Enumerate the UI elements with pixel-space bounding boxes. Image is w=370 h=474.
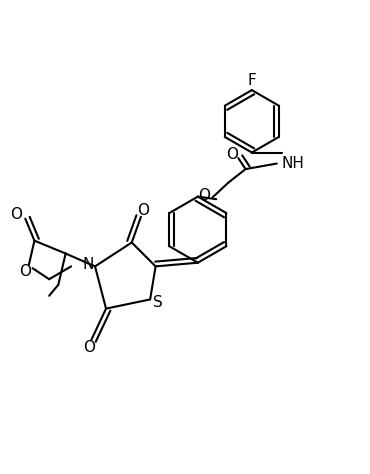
Text: S: S	[153, 295, 163, 310]
Text: O: O	[84, 340, 95, 356]
Text: F: F	[248, 73, 256, 89]
Text: NH: NH	[282, 156, 305, 171]
Text: O: O	[10, 208, 22, 222]
Text: O: O	[19, 264, 31, 279]
Text: O: O	[137, 203, 149, 218]
Text: N: N	[83, 257, 94, 272]
Text: O: O	[198, 188, 211, 203]
Text: O: O	[226, 147, 238, 162]
